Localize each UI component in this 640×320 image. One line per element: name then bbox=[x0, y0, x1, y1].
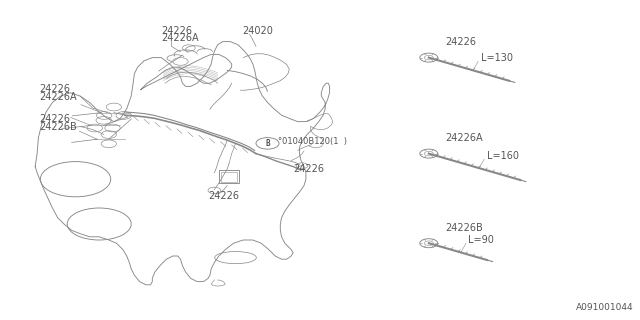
Text: 24226: 24226 bbox=[208, 191, 239, 201]
Text: 24226A: 24226A bbox=[40, 92, 77, 102]
Text: 24226: 24226 bbox=[293, 164, 324, 174]
Text: 24226: 24226 bbox=[40, 84, 70, 94]
Text: A091001044: A091001044 bbox=[576, 303, 634, 312]
Text: 24226: 24226 bbox=[40, 114, 70, 124]
Text: °01040B120(1  ): °01040B120(1 ) bbox=[278, 137, 348, 146]
Text: L=160: L=160 bbox=[487, 150, 519, 161]
Text: 24226: 24226 bbox=[161, 26, 192, 36]
Text: 24226A: 24226A bbox=[161, 33, 199, 43]
Text: 24226A: 24226A bbox=[445, 133, 483, 143]
Text: 24020: 24020 bbox=[242, 26, 273, 36]
Text: 24226B: 24226B bbox=[445, 223, 483, 233]
Text: L=90: L=90 bbox=[468, 235, 494, 245]
Text: 24226B: 24226B bbox=[40, 122, 77, 132]
Text: B: B bbox=[265, 139, 270, 148]
Text: L=130: L=130 bbox=[481, 53, 513, 63]
Text: 24226: 24226 bbox=[445, 37, 476, 47]
